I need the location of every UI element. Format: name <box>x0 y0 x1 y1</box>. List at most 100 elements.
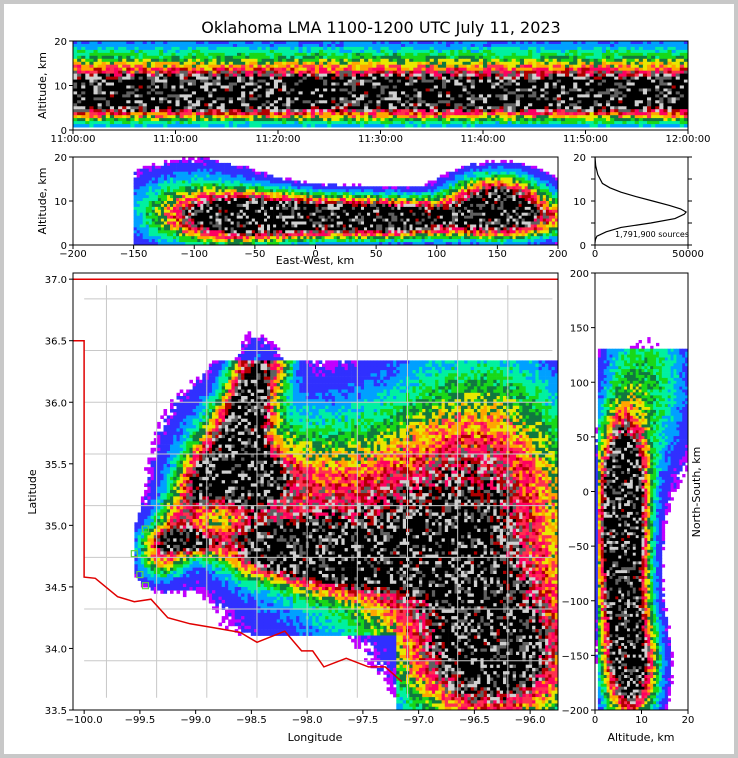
time-height-cell <box>392 100 398 104</box>
time-height-cell <box>191 85 197 89</box>
time-height-cell <box>556 58 562 63</box>
time-tick-label: 11:20:00 <box>256 134 301 145</box>
time-height-cell <box>647 100 652 104</box>
time-height-cell <box>556 91 562 95</box>
time-height-cell <box>429 52 435 57</box>
time-height-cell <box>261 55 267 60</box>
time-height-cell <box>601 73 607 77</box>
east-west-cell <box>154 168 159 172</box>
time-height-cell <box>589 73 595 77</box>
time-height-cell <box>675 85 681 89</box>
time-height-cell <box>519 118 525 122</box>
time-height-cell <box>634 103 640 107</box>
time-height-cell <box>569 49 574 54</box>
time-height-cell <box>675 112 681 116</box>
time-height-cell <box>269 106 275 110</box>
time-height-cell <box>589 97 595 101</box>
time-height-cell <box>306 61 312 66</box>
time-height-cell <box>146 76 152 80</box>
time-height-cell <box>429 46 435 51</box>
time-height-cell <box>146 58 152 63</box>
time-height-cell <box>81 88 86 92</box>
time-height-cell <box>101 76 107 80</box>
time-height-cell <box>610 85 615 89</box>
time-height-cell <box>454 109 459 113</box>
time-height-cell <box>626 58 631 63</box>
time-height-cell <box>142 41 148 45</box>
time-height-cell <box>93 94 98 98</box>
time-height-cell <box>183 67 189 72</box>
east-west-cell <box>197 168 201 172</box>
east-west-cell <box>215 177 219 181</box>
time-height-cell <box>109 79 115 83</box>
time-height-cell <box>327 41 332 45</box>
east-west-cell <box>445 177 450 181</box>
time-height-cell <box>208 64 213 69</box>
time-height-cell <box>150 67 156 72</box>
time-height-cell <box>396 109 402 113</box>
time-height-cell <box>417 73 422 77</box>
time-height-cell <box>450 70 455 75</box>
time-height-cell <box>626 91 631 95</box>
east-west-cell <box>176 177 180 181</box>
time-height-cell <box>577 124 582 128</box>
time-height-cell <box>261 115 267 119</box>
time-height-cell <box>462 55 467 60</box>
time-height-cell <box>257 55 262 60</box>
time-height-cell <box>409 115 414 119</box>
time-height-cell <box>392 76 398 80</box>
time-height-cell <box>450 67 455 72</box>
time-height-cell <box>610 124 615 128</box>
time-height-cell <box>540 94 545 98</box>
time-height-cell <box>282 100 287 104</box>
time-height-cell <box>569 67 574 72</box>
time-height-cell <box>204 91 209 95</box>
time-height-cell <box>388 49 394 54</box>
time-height-cell <box>150 70 156 75</box>
east-west-cell <box>303 180 307 184</box>
time-height-cell <box>524 115 529 119</box>
east-west-cell <box>224 168 228 172</box>
time-height-cell <box>179 91 185 95</box>
time-height-cell <box>519 70 525 75</box>
time-height-cell <box>503 58 508 63</box>
time-height-cell <box>89 55 94 60</box>
time-height-cell <box>491 52 496 57</box>
time-height-cell <box>667 97 672 101</box>
east-west-cell <box>297 183 301 187</box>
time-height-cell <box>302 85 308 89</box>
time-height-cell <box>573 73 578 77</box>
east-west-cell <box>476 171 480 175</box>
time-height-cell <box>323 58 328 63</box>
time-height-cell <box>618 112 623 116</box>
time-height-cell <box>663 73 668 77</box>
time-height-cell <box>429 41 435 45</box>
east-west-cell <box>182 180 186 184</box>
east-west-cell <box>145 180 150 184</box>
time-height-cell <box>413 73 418 77</box>
east-west-cell <box>170 159 174 164</box>
east-west-cell <box>209 165 213 170</box>
time-height-cell <box>425 49 431 54</box>
time-height-cell <box>314 121 320 125</box>
time-height-cell <box>573 58 578 63</box>
time-height-cell <box>187 124 193 128</box>
time-height-cell <box>413 100 418 104</box>
time-height-cell <box>196 79 201 83</box>
time-height-cell <box>216 103 221 107</box>
time-height-cell <box>532 55 537 60</box>
east-west-cell <box>173 177 177 181</box>
time-height-cell <box>101 73 107 77</box>
time-height-cell <box>560 49 566 54</box>
time-height-cell <box>495 76 500 80</box>
time-height-cell <box>122 94 127 98</box>
time-height-cell <box>425 103 431 107</box>
time-height-cell <box>442 49 447 54</box>
time-height-cell <box>659 79 664 83</box>
time-height-cell <box>610 61 615 66</box>
east-west-cell <box>206 157 210 161</box>
time-height-cell <box>638 103 644 107</box>
time-height-cell <box>495 91 500 95</box>
time-height-cell <box>511 49 517 54</box>
east-west-cell <box>461 171 465 175</box>
